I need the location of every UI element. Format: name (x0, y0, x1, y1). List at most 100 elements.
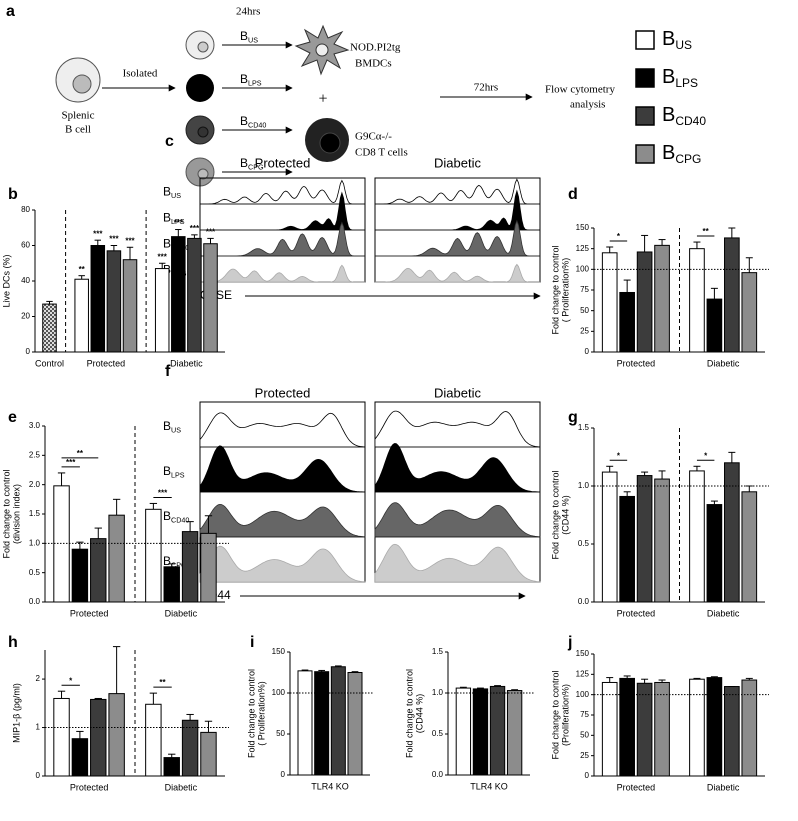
subscript-label: BCPG (163, 554, 187, 569)
bar (200, 532, 217, 603)
y-tick-label: 0.5 (29, 568, 41, 577)
label-sub: CPG (675, 152, 701, 166)
histogram-curve (199, 412, 366, 448)
bar (706, 504, 723, 603)
y-tick-label: 0.0 (578, 597, 590, 606)
y-axis-label: Fold change to control (550, 470, 560, 559)
significance: ** (79, 265, 86, 274)
subscript-label: BUS (163, 419, 181, 434)
bar (741, 679, 758, 777)
panel-label: f (165, 363, 171, 380)
label-sub: US (248, 36, 258, 45)
subscript-label: BCPG (240, 156, 264, 171)
x-tick-label: Control (35, 358, 64, 368)
label-sub: CD40 (675, 114, 706, 128)
y-tick-label: 125 (576, 244, 590, 253)
column-title: Protected (255, 155, 311, 170)
label-main: B (240, 114, 248, 128)
y-tick-label: 3.0 (29, 421, 41, 430)
label-main: B (240, 156, 248, 170)
bar (689, 678, 705, 777)
nucleus (315, 43, 329, 57)
bar (71, 738, 89, 777)
bar (297, 670, 313, 776)
panel-label: i (250, 634, 254, 651)
bar (90, 245, 106, 353)
bar (489, 685, 506, 776)
histogram-curve (375, 178, 540, 205)
histogram-curve (200, 264, 365, 283)
column-title: Diabetic (434, 385, 481, 400)
column-title: Protected (255, 385, 311, 400)
y-tick-label: 0 (585, 347, 590, 356)
x-tick-label: Diabetic (707, 782, 740, 792)
nucleus (197, 168, 209, 180)
x-tick-label: TLR4 KO (470, 781, 508, 791)
bar (330, 666, 346, 776)
time-label: 72hrs (474, 82, 498, 94)
step-label: analysis (570, 99, 605, 111)
label-sub: LPS (675, 76, 698, 90)
bar (108, 514, 125, 603)
bar (90, 538, 107, 603)
panel-label: d (568, 186, 578, 203)
bar (689, 248, 705, 353)
bar (74, 278, 89, 353)
y-tick-label: 100 (576, 264, 590, 273)
bar (724, 686, 740, 777)
panel-label: j (567, 634, 572, 651)
y-tick-label: 0.5 (578, 539, 590, 548)
bar (636, 475, 653, 603)
histogram-curve (199, 503, 366, 538)
significance: * (69, 676, 73, 685)
y-tick-label: 40 (21, 276, 30, 285)
bar (90, 698, 107, 777)
label-sub: CPG (171, 560, 187, 569)
histogram-curve (374, 543, 541, 583)
cell-name: NOD.PI2tg (350, 42, 401, 54)
y-tick-label: 0 (281, 770, 286, 779)
bar (601, 471, 618, 603)
bar (71, 548, 89, 603)
histogram-curve (375, 263, 540, 283)
label-sub: US (675, 38, 692, 52)
y-tick-label: 2.5 (29, 450, 41, 459)
y-tick-label: 60 (21, 241, 30, 250)
significance: *** (158, 489, 168, 498)
time-label: 24hrs (236, 6, 260, 18)
bar (347, 672, 363, 776)
significance: *** (174, 219, 184, 228)
x-tick-label: Protected (617, 782, 656, 792)
y-axis-label: ( Proliferation%) (256, 681, 266, 746)
label-sub: US (171, 425, 181, 434)
y-tick-label: 1.5 (432, 647, 444, 656)
y-axis-label: Fold change to control (1, 469, 11, 558)
subscript-label: BLPS (240, 72, 262, 87)
bar (706, 298, 723, 353)
bar (636, 251, 653, 353)
significance: * (617, 232, 621, 241)
bar (53, 697, 70, 777)
subscript-label: BLPS (163, 210, 185, 225)
histogram-curve (199, 545, 366, 583)
histogram-curve (200, 179, 365, 205)
label-sub: LPS (171, 217, 185, 226)
panel-label: e (8, 409, 17, 426)
y-tick-label: 150 (576, 223, 590, 232)
label-main: B (163, 184, 171, 198)
y-tick-label: 50 (276, 729, 285, 738)
label-main: B (163, 509, 171, 523)
histogram-curve (200, 221, 365, 257)
label-main: B (163, 554, 171, 568)
x-tick-label: Diabetic (165, 608, 198, 618)
label-main: B (163, 210, 171, 224)
label-main: B (662, 66, 675, 88)
y-tick-label: 150 (272, 647, 286, 656)
bar (636, 682, 653, 777)
bar (314, 671, 330, 776)
subscript-label: BLPS (163, 464, 185, 479)
significance: *** (190, 224, 200, 233)
y-tick-label: 150 (576, 649, 590, 658)
x-tick-label: Protected (70, 782, 109, 792)
label-sub: LPS (171, 470, 185, 479)
